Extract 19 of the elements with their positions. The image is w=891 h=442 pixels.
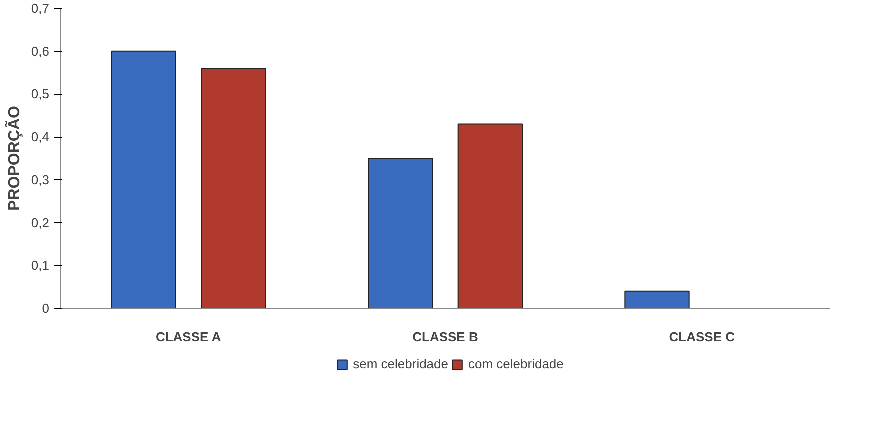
y-tick-label: 0,3 [31, 172, 50, 188]
x-tick-label: CLASSE A [156, 330, 222, 344]
legend-label: com celebridade [468, 356, 564, 372]
y-tick-label: 0 [42, 301, 50, 316]
bar [368, 158, 434, 308]
y-tick-label: 0,6 [31, 44, 50, 59]
legend-label: sem celebridade [353, 356, 448, 372]
x-tick-label: CLASSE B [412, 330, 478, 344]
y-tick-label: 0,2 [31, 215, 50, 230]
bar [458, 124, 523, 308]
y-tick-label: 0,5 [31, 86, 50, 102]
x-tick-label: CLASSE C [669, 330, 736, 344]
bar [111, 50, 176, 308]
y-tick-label: 0,1 [31, 258, 50, 274]
y-tick-label: 0,7 [31, 1, 50, 16]
bar [201, 68, 266, 308]
bar [624, 290, 690, 308]
y-tick-label: 0,4 [31, 130, 50, 145]
y-axis-title: PROPORÇÃO [4, 106, 24, 211]
